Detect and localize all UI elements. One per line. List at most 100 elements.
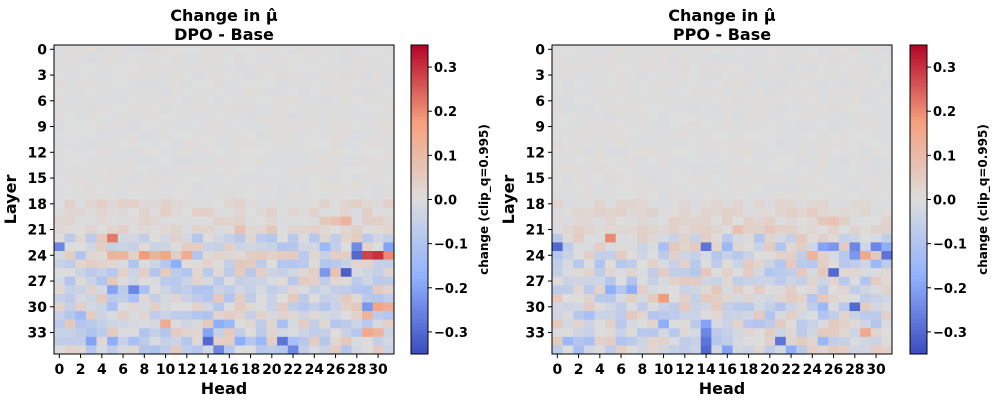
heatmap-cell — [626, 113, 638, 123]
heatmap-cell — [266, 328, 278, 338]
heatmap-cell — [583, 259, 595, 269]
heatmap-cell — [383, 122, 395, 132]
heatmap-cell — [372, 79, 384, 89]
heatmap-cell — [881, 345, 893, 355]
x-tick-label: 22 — [283, 362, 302, 378]
heatmap-cell — [690, 328, 702, 338]
heatmap-cell — [277, 199, 289, 209]
heatmap-cell — [700, 293, 712, 303]
heatmap-cell — [192, 259, 204, 269]
colorbar-segment — [411, 58, 428, 63]
heatmap-cell — [849, 139, 861, 149]
heatmap-cell — [192, 233, 204, 243]
heatmap-cell — [287, 319, 299, 329]
heatmap-cell — [54, 165, 66, 175]
heatmap-cell — [828, 148, 840, 157]
heatmap-cell — [594, 62, 606, 72]
heatmap-cell — [838, 87, 850, 97]
heatmap-cell — [668, 233, 680, 243]
heatmap-cell — [213, 311, 225, 321]
heatmap-cell — [128, 79, 140, 89]
heatmap-cell — [658, 302, 670, 312]
colorbar-segment — [910, 347, 927, 352]
heatmap-cell — [170, 225, 182, 235]
heatmap-cell — [615, 276, 627, 286]
heatmap-cell — [700, 173, 712, 183]
heatmap-cell — [160, 259, 172, 269]
heatmap-cell — [340, 87, 352, 97]
heatmap-cell — [668, 242, 680, 252]
heatmap-cell — [552, 251, 564, 260]
heatmap-cell — [96, 268, 108, 278]
heatmap-cell — [181, 70, 193, 80]
heatmap-cell — [128, 148, 140, 157]
heatmap-cell — [245, 130, 257, 140]
colorbar-segment — [411, 309, 428, 314]
heatmap-cell — [128, 216, 140, 226]
heatmap-cell — [213, 139, 225, 149]
heatmap-cell — [340, 216, 352, 226]
heatmap-cell — [330, 62, 342, 72]
colorbar-segment — [910, 89, 927, 94]
heatmap-cells — [552, 45, 893, 355]
heatmap-cell — [309, 165, 321, 175]
heatmap-cell — [860, 182, 872, 192]
heatmap-cell — [732, 113, 744, 123]
heatmap-cell — [309, 251, 321, 260]
heatmap-cell — [647, 165, 659, 175]
heatmap-cell — [594, 293, 606, 303]
heatmap-cell — [668, 336, 680, 346]
heatmap-cell — [562, 345, 574, 355]
heatmap-cell — [372, 190, 384, 200]
heatmap-cell — [85, 148, 97, 157]
heatmap-cell — [213, 96, 225, 106]
heatmap-cell — [362, 336, 374, 346]
heatmap-cell — [160, 268, 172, 278]
heatmap-cell — [849, 62, 861, 72]
heatmap-cell — [117, 113, 129, 123]
heatmap-cell — [54, 233, 66, 243]
heatmap-cell — [298, 139, 310, 149]
heatmap-cell — [192, 225, 204, 235]
heatmap-cell — [583, 208, 595, 218]
heatmap-cell — [351, 70, 363, 80]
heatmap-cell — [668, 268, 680, 278]
heatmap-cell — [637, 199, 649, 209]
heatmap-cell — [202, 216, 214, 226]
heatmap-cell — [362, 105, 374, 115]
heatmap-cell — [266, 233, 278, 243]
heatmap-cell — [96, 156, 108, 166]
heatmap-cell — [181, 87, 193, 97]
heatmap-cell — [849, 242, 861, 252]
heatmap-cell — [202, 173, 214, 183]
heatmap-cell — [319, 259, 331, 269]
y-tick-label: 0 — [37, 42, 47, 58]
heatmap-cell — [372, 276, 384, 286]
heatmap-cell — [96, 319, 108, 329]
heatmap-cell — [817, 62, 829, 72]
heatmap-cell — [711, 62, 723, 72]
heatmap-cell — [330, 225, 342, 235]
heatmap-cell — [192, 87, 204, 97]
heatmap-cell — [213, 130, 225, 140]
heatmap-cell — [743, 285, 755, 295]
heatmap-cell — [711, 96, 723, 106]
heatmap-cell — [54, 139, 66, 149]
heatmap-cell — [552, 53, 564, 63]
heatmap-cell — [234, 285, 246, 295]
heatmap-cell — [605, 208, 617, 218]
heatmap-cell — [234, 276, 246, 286]
heatmap-cell — [202, 293, 214, 303]
heatmap-cell — [552, 293, 564, 303]
heatmap-cell — [149, 122, 161, 132]
heatmap-cell — [785, 225, 797, 235]
heatmap-cell — [732, 87, 744, 97]
heatmap-cell — [849, 96, 861, 106]
heatmap-cell — [224, 233, 236, 243]
colorbar-tick-label: 0.2 — [434, 105, 457, 120]
heatmap-cell — [594, 259, 606, 269]
heatmap-cell — [764, 268, 776, 278]
heatmap-cell — [849, 87, 861, 97]
heatmap-cell — [764, 70, 776, 80]
heatmap-cell — [75, 70, 87, 80]
